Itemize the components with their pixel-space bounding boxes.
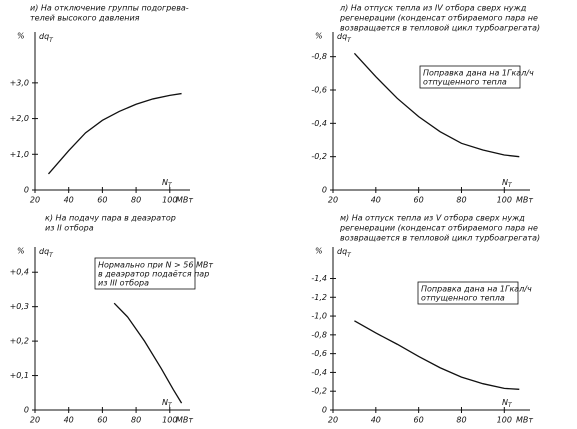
curve — [354, 320, 520, 390]
y-label: % — [315, 247, 323, 256]
chart-title: телей высокого давления — [30, 14, 140, 23]
x-unit: МВт — [516, 196, 533, 205]
y-label: % — [17, 32, 25, 41]
curve — [353, 52, 520, 158]
note: Поправка дана на 1Гкал/ч — [421, 285, 532, 294]
chart-title: к) На подачу пара в деаэратор — [45, 214, 176, 223]
x-tick-label: 40 — [64, 416, 74, 425]
chart-title: регенерации (конденсат отбираемого пара … — [339, 14, 538, 23]
y-tick-label: -0,8 — [311, 330, 327, 339]
x-tick-label: 80 — [131, 416, 141, 425]
note: Поправка дана на 1Гкал/ч — [423, 69, 534, 78]
y-tick-label: 0 — [322, 406, 327, 415]
chart-title: возвращается в тепловой цикл турбоагрега… — [340, 234, 540, 243]
x-unit: МВт — [176, 196, 193, 205]
quantity-label: dqT — [337, 247, 352, 259]
note-box — [419, 65, 521, 89]
quantity: dq — [39, 247, 49, 256]
x-unit: МВт — [516, 416, 533, 425]
note-box — [94, 257, 196, 290]
note: из III отбора — [98, 279, 149, 288]
y-tick-label: -0,4 — [311, 119, 327, 128]
quantity-label: dqT — [337, 32, 352, 44]
y-tick-label: 0 — [24, 406, 29, 415]
chart-title: и) На отключение группы подогрева- — [30, 4, 189, 13]
y-tick-label: 0 — [24, 186, 29, 195]
y-tick-label: +1,0 — [10, 150, 29, 159]
x-tick-label: 40 — [371, 416, 381, 425]
y-tick-label: -0,8 — [311, 52, 327, 61]
quantity: dq — [39, 32, 49, 41]
chart-title: м) На отпуск тепла из V отбора сверх нуж… — [340, 214, 525, 223]
chart-title: возвращается в тепловой цикл турбоагрега… — [340, 24, 540, 33]
quantity-sub: T — [347, 37, 352, 44]
x-label: NT — [502, 178, 513, 189]
y-tick-label: -0,6 — [311, 349, 327, 358]
x-tick-label: 60 — [414, 196, 424, 205]
y-tick-label: -0,6 — [311, 86, 327, 95]
y-tick-label: +0,1 — [10, 371, 29, 380]
note: отпущенного тепла — [421, 294, 505, 303]
quantity: dq — [337, 247, 347, 256]
x-label-sub: T — [508, 402, 513, 409]
x-label: NT — [162, 178, 173, 189]
x-label-sub: T — [168, 182, 173, 189]
x-label-main: N — [162, 398, 168, 407]
x-label-sub: T — [508, 182, 513, 189]
y-tick-label: -0,2 — [311, 387, 327, 396]
y-tick-label: +0,2 — [10, 337, 29, 346]
x-tick-label: 80 — [131, 196, 141, 205]
note: в деаэратор подаётся пар — [98, 270, 209, 279]
x-tick-label: 100 — [497, 416, 512, 425]
x-label-main: N — [502, 398, 508, 407]
y-tick-label: +0,4 — [10, 268, 29, 277]
x-tick-label: 60 — [414, 416, 424, 425]
x-tick-label: 80 — [456, 416, 466, 425]
x-tick-label: 100 — [162, 416, 177, 425]
x-tick-label: 20 — [328, 196, 338, 205]
x-tick-label: 60 — [97, 196, 107, 205]
note: Нормально при N > 56 МВт — [98, 261, 213, 270]
chart-title: л) На отпуск тепла из IV отбора сверх ну… — [339, 4, 527, 13]
y-label: % — [315, 32, 323, 41]
x-tick-label: 100 — [497, 196, 512, 205]
x-tick-label: 60 — [97, 416, 107, 425]
x-tick-label: 20 — [328, 416, 338, 425]
quantity-label: dqT — [39, 32, 54, 44]
x-tick-label: 40 — [371, 196, 381, 205]
note-box — [417, 281, 519, 305]
y-label: % — [17, 247, 25, 256]
x-label-sub: T — [168, 402, 173, 409]
y-tick-label: +3,0 — [10, 78, 29, 87]
curve — [47, 92, 182, 175]
x-unit: МВт — [176, 416, 193, 425]
x-tick-label: 100 — [162, 196, 177, 205]
x-label: NT — [502, 398, 513, 409]
x-label: NT — [162, 398, 173, 409]
x-tick-label: 20 — [30, 196, 40, 205]
x-label-main: N — [502, 178, 508, 187]
y-tick-label: -1,0 — [311, 312, 327, 321]
y-tick-label: -1,4 — [311, 274, 327, 283]
y-tick-label: -0,2 — [311, 152, 327, 161]
quantity-sub: T — [49, 252, 54, 259]
x-tick-label: 40 — [64, 196, 74, 205]
chart-title: регенерации (конденсат отбираемого пара … — [339, 224, 538, 233]
x-label-main: N — [162, 178, 168, 187]
y-tick-label: 0 — [322, 186, 327, 195]
note: отпущенного тепла — [423, 78, 507, 87]
quantity: dq — [337, 32, 347, 41]
y-tick-label: +0,3 — [10, 302, 29, 311]
quantity-sub: T — [49, 37, 54, 44]
x-tick-label: 80 — [456, 196, 466, 205]
y-tick-label: -1,2 — [311, 293, 327, 302]
y-tick-label: -0,4 — [311, 368, 327, 377]
curve — [113, 302, 183, 404]
x-tick-label: 20 — [30, 416, 40, 425]
quantity-label: dqT — [39, 247, 54, 259]
y-tick-label: +2,0 — [10, 114, 29, 123]
quantity-sub: T — [347, 252, 352, 259]
chart-title: из II отбора — [45, 224, 94, 233]
